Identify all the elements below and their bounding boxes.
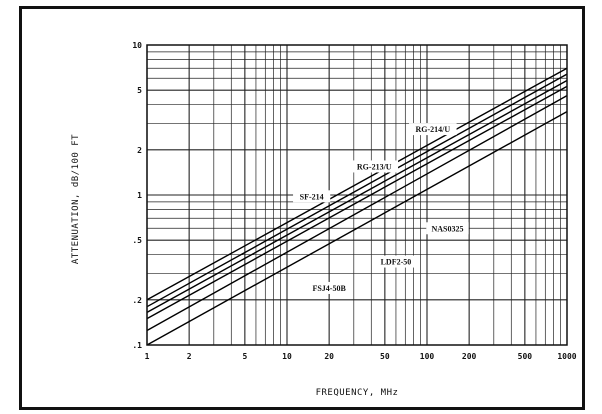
y-tick-label: 10 bbox=[132, 41, 142, 50]
series-line-fsj4-50b bbox=[146, 110, 568, 346]
series-label-background bbox=[293, 190, 331, 203]
x-tick-label: 20 bbox=[324, 352, 334, 361]
series-line-nas0325 bbox=[146, 85, 568, 320]
series-label-ldf2-50: LDF2-50 bbox=[381, 258, 412, 267]
series-label-background bbox=[426, 222, 469, 235]
series-line-rg-214-u bbox=[146, 67, 568, 301]
series-line-ldf2-50 bbox=[146, 94, 568, 332]
x-axis-label: FREQUENCY, MHz bbox=[316, 388, 399, 398]
attenuation-chart: 1 2 5 10 20 50 100 200 500 1000 .1 .2 .5 1 2 5 10 RG-214… bbox=[71, 41, 577, 398]
tick-labels: 1 2 5 10 20 50 100 200 500 1000 .1 .2 .5 1 2 5 10 bbox=[132, 41, 576, 361]
x-tick-label: 100 bbox=[420, 352, 435, 361]
y-tick-label: 5 bbox=[137, 86, 142, 95]
series-label-background bbox=[374, 255, 418, 268]
series-label-background bbox=[408, 123, 457, 136]
series-lines bbox=[146, 67, 568, 346]
series-label-nas0325: NAS0325 bbox=[431, 224, 463, 233]
x-tick-label: 200 bbox=[462, 352, 477, 361]
series-label-sf-214: SF-214 bbox=[300, 192, 324, 201]
x-tick-label: 500 bbox=[518, 352, 533, 361]
grid bbox=[146, 45, 567, 346]
series-line-rg-213-u bbox=[146, 73, 568, 308]
chart-frame: 1 2 5 10 20 50 100 200 500 1000 .1 .2 .5 1 2 5 10 RG-214… bbox=[19, 6, 585, 410]
x-tick-label: 2 bbox=[187, 352, 192, 361]
y-tick-label: 2 bbox=[137, 146, 142, 155]
y-tick-label: .2 bbox=[132, 296, 142, 305]
series-label-background bbox=[350, 160, 399, 173]
x-tick-label: 10 bbox=[282, 352, 292, 361]
x-tick-label: 1 bbox=[145, 352, 150, 361]
x-tick-label: 50 bbox=[380, 352, 390, 361]
series-label-fsj4-50b: FSJ4-50B bbox=[312, 284, 346, 293]
y-tick-label: .1 bbox=[132, 341, 142, 350]
series-labels: RG-214/U RG-213/U SF-214 NAS0325 LDF2-50 FSJ4… bbox=[293, 123, 469, 294]
series-line-sf-214 bbox=[146, 79, 568, 314]
series-label-rg-213-u: RG-213/U bbox=[357, 162, 392, 171]
y-tick-label: 1 bbox=[137, 191, 142, 200]
plot-border bbox=[146, 44, 568, 346]
series-label-background bbox=[305, 281, 353, 294]
series-label-rg-214-u: RG-214/U bbox=[415, 125, 450, 134]
x-tick-label: 5 bbox=[242, 352, 247, 361]
x-tick-label: 1000 bbox=[557, 352, 576, 361]
y-axis-label: ATTENUATION, dB/100 FT bbox=[71, 134, 81, 264]
y-tick-label: .5 bbox=[132, 236, 142, 245]
